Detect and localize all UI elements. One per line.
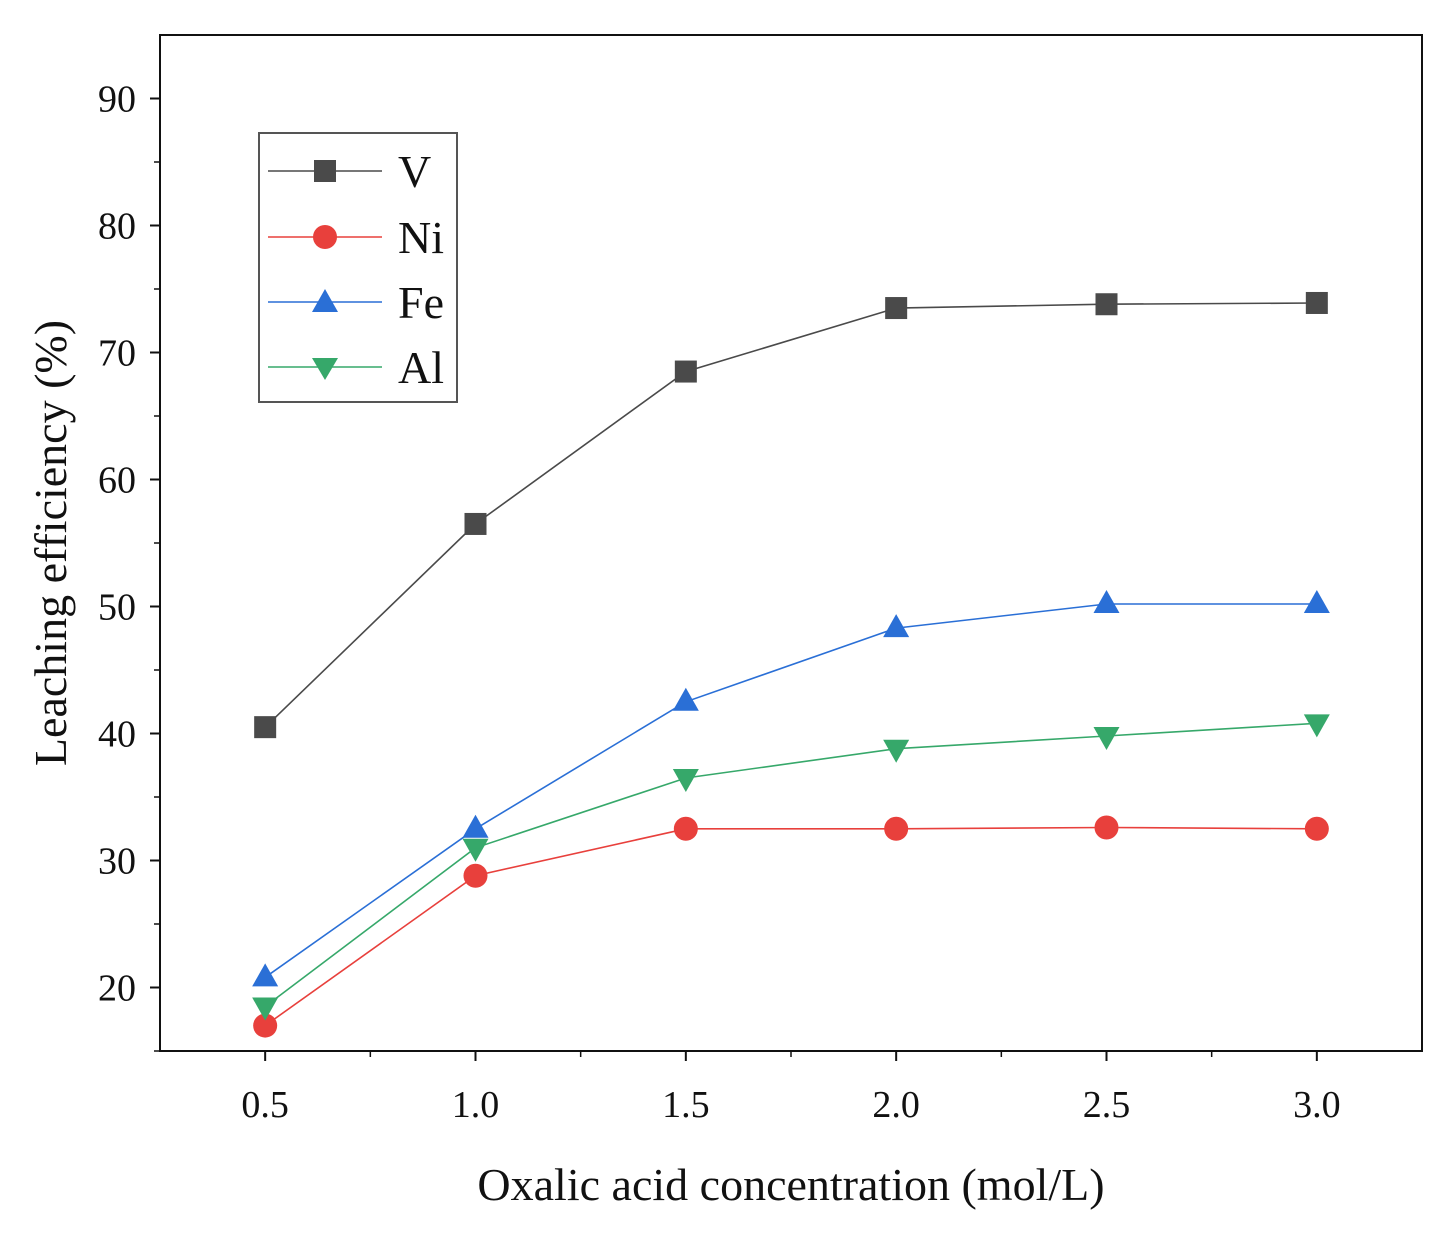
x-tick-label: 2.0 xyxy=(872,1084,920,1126)
legend-label-al: Al xyxy=(398,342,444,393)
data-point-fe xyxy=(1093,589,1120,613)
series-line-ni xyxy=(264,826,1317,1027)
data-point-fe xyxy=(672,687,699,711)
series-line-v xyxy=(264,302,1317,728)
legend-entry-al: Al xyxy=(268,342,444,393)
x-tick-label: 3.0 xyxy=(1293,1084,1341,1126)
data-point-v xyxy=(1095,293,1118,316)
legend-label-ni: Ni xyxy=(398,212,444,263)
data-point-v xyxy=(254,716,277,739)
legend-marker-ni xyxy=(313,225,337,249)
data-point-al xyxy=(1093,727,1120,751)
data-point-al xyxy=(1303,714,1330,738)
data-point-al xyxy=(883,739,910,763)
series-line-fe xyxy=(264,603,1317,978)
legend: V Ni Fe Al xyxy=(258,132,458,403)
x-axis-title: Oxalic acid concentration (mol/L) xyxy=(477,1159,1104,1210)
data-point-al xyxy=(462,838,489,862)
legend-entry-v: V xyxy=(268,146,431,197)
series-v xyxy=(254,291,1328,739)
ticks-layer: 20 30 40 50 60 70 80 90 0.5 1.0 1.5 2.0 2.5 3.0 xyxy=(98,79,1341,1127)
data-point-v xyxy=(1305,291,1328,314)
legend-marker-fe xyxy=(312,289,338,312)
y-tick-label: 50 xyxy=(98,587,136,629)
legend-entry-ni: Ni xyxy=(268,212,444,263)
y-tick-label: 40 xyxy=(98,714,136,756)
series-fe xyxy=(252,589,1330,987)
data-point-fe xyxy=(462,814,489,838)
data-point-ni xyxy=(1094,815,1119,840)
y-tick-label: 80 xyxy=(98,206,136,248)
legend-label-v: V xyxy=(398,146,431,197)
data-point-fe xyxy=(252,963,279,987)
x-tick-label: 2.5 xyxy=(1083,1084,1131,1126)
legend-entry-fe: Fe xyxy=(268,277,444,328)
legend-marker-v xyxy=(314,160,336,182)
data-point-v xyxy=(885,297,908,320)
legend-marker-al xyxy=(312,358,338,380)
y-tick-label: 70 xyxy=(98,333,136,375)
data-point-ni xyxy=(1304,816,1329,841)
x-tick-label: 1.5 xyxy=(662,1084,710,1126)
data-point-fe xyxy=(1303,589,1330,613)
x-tick-label: 0.5 xyxy=(241,1084,289,1126)
legend-box xyxy=(258,132,458,403)
legend-label-fe: Fe xyxy=(398,277,444,328)
data-point-ni xyxy=(463,863,488,888)
x-tick-label: 1.0 xyxy=(452,1084,500,1126)
y-tick-label: 30 xyxy=(98,841,136,883)
data-point-al xyxy=(672,768,699,792)
data-point-al xyxy=(252,997,279,1021)
data-point-ni xyxy=(253,1013,278,1038)
data-point-v xyxy=(464,512,487,535)
series-al xyxy=(252,714,1330,1021)
series-layer xyxy=(252,291,1330,1038)
y-axis-title: Leaching efficiency (%) xyxy=(25,320,76,766)
series-line-al xyxy=(264,722,1317,1008)
data-point-v xyxy=(674,360,697,383)
y-tick-label: 90 xyxy=(98,79,136,121)
data-point-ni xyxy=(884,816,909,841)
series-ni xyxy=(253,815,1329,1038)
y-tick-label: 20 xyxy=(98,968,136,1010)
data-point-ni xyxy=(673,816,698,841)
data-point-fe xyxy=(883,614,910,638)
y-tick-label: 60 xyxy=(98,460,136,502)
